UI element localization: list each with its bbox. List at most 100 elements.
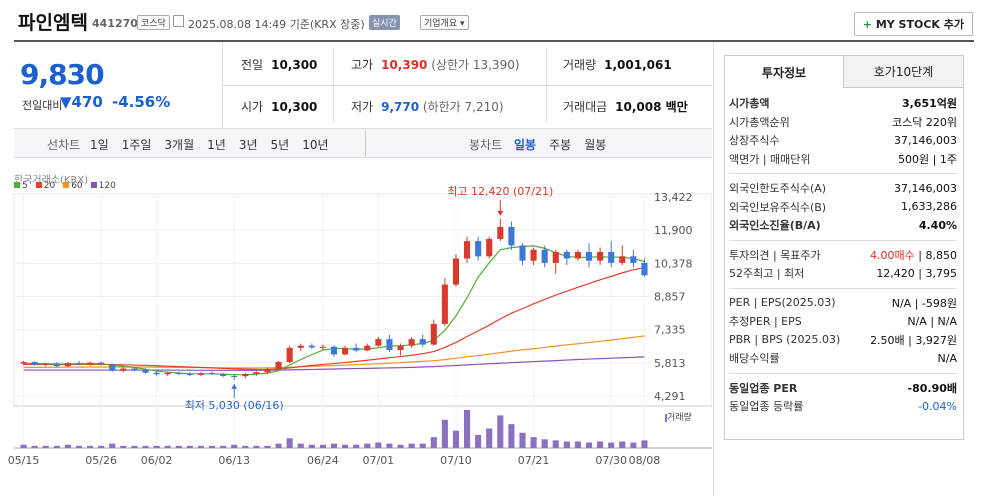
low-arrow-head bbox=[231, 383, 238, 389]
add-mystock-button[interactable]: + MY STOCK 추가 bbox=[853, 12, 973, 36]
x-tick-label: 05/15 bbox=[8, 454, 40, 467]
volume-bar bbox=[464, 410, 471, 448]
candle-body bbox=[375, 339, 382, 346]
candle-body bbox=[585, 251, 593, 261]
candle-body bbox=[386, 339, 393, 351]
volume-bar bbox=[552, 440, 559, 448]
y-tick-label: 8,857 bbox=[654, 290, 686, 303]
invest-row: 시가총액 3,651억원 bbox=[729, 97, 957, 111]
volume-bar bbox=[541, 439, 548, 448]
candle-body bbox=[486, 238, 493, 257]
period-bar bbox=[14, 128, 712, 158]
period-tab-6[interactable]: 10년 bbox=[302, 138, 329, 152]
current-price: 9,830 bbox=[20, 58, 105, 91]
ma-swatch bbox=[14, 182, 20, 188]
volume-bar bbox=[630, 442, 637, 448]
candle-body bbox=[31, 362, 38, 365]
volume-bar bbox=[231, 444, 238, 448]
volume-bar bbox=[164, 445, 171, 448]
volume-bar bbox=[275, 443, 282, 448]
volume-bar bbox=[475, 434, 482, 448]
period-tab-1[interactable]: 1주일 bbox=[121, 138, 152, 152]
volume-bar bbox=[75, 445, 83, 448]
corp-info-dropdown[interactable]: 기업개요 ▾ bbox=[420, 15, 469, 30]
volume-legend: 거래량 bbox=[665, 413, 692, 423]
volume-bar bbox=[419, 443, 426, 448]
period-tab-3[interactable]: 1년 bbox=[207, 138, 226, 152]
volume-bar bbox=[297, 443, 304, 448]
ma120-line bbox=[23, 356, 645, 371]
volume-bar bbox=[375, 442, 382, 448]
candle-body bbox=[186, 374, 193, 376]
invest-row: PBR | BPS (2025.03) 2.50배 | 3,927원 bbox=[729, 333, 957, 347]
invest-row: 동일업종 PER -80.90배 bbox=[729, 381, 957, 395]
tab-orderbook[interactable]: 호가10단계 bbox=[844, 55, 964, 88]
invest-row: 시가총액순위 코스닥 220위 bbox=[729, 115, 957, 129]
invest-row: 액면가 | 매매단위 500원 | 1주 bbox=[729, 152, 957, 166]
price-change: ▼470 bbox=[60, 93, 103, 111]
candle-body bbox=[53, 363, 60, 367]
volume-legend-swatch bbox=[665, 413, 667, 422]
x-tick-label: 06/24 bbox=[307, 454, 339, 467]
candle-body bbox=[20, 362, 27, 364]
x-tick-label: 06/02 bbox=[141, 454, 173, 467]
line-chart-label: 선차트 bbox=[47, 138, 81, 152]
period-tab-5[interactable]: 5년 bbox=[270, 138, 290, 152]
candle-body bbox=[64, 363, 71, 367]
volume-bar bbox=[197, 445, 204, 448]
volume-bar bbox=[574, 441, 581, 448]
candle-body bbox=[541, 249, 548, 263]
tab-invest-info[interactable]: 투자정보 bbox=[724, 55, 844, 88]
high-price: 고가 10,390 (상한가 13,390) bbox=[351, 58, 520, 72]
volume-bar bbox=[353, 444, 360, 448]
candle-body bbox=[519, 245, 526, 261]
trade-amount: 거래대금 10,008 백만 bbox=[563, 100, 688, 114]
volume-bar bbox=[98, 445, 105, 448]
period-tab-4[interactable]: 3년 bbox=[238, 138, 258, 152]
invest-row: PER | EPS(2025.03) N/A | -598원 bbox=[729, 296, 957, 310]
volume-bar bbox=[497, 415, 504, 448]
volume-bar bbox=[342, 444, 349, 448]
volume-bar bbox=[441, 419, 448, 448]
period-tab-2[interactable]: 3개월 bbox=[164, 138, 195, 152]
candle-tab-1[interactable]: 주봉 bbox=[549, 138, 572, 152]
period-tab-0[interactable]: 1일 bbox=[90, 138, 109, 152]
invest-row: 외국인소진율(B/A) 4.40% bbox=[729, 218, 957, 233]
volume-bar bbox=[186, 445, 193, 448]
volume-bar bbox=[397, 444, 404, 448]
volume-bar bbox=[175, 445, 182, 448]
ma-legend-item: 20 bbox=[35, 181, 55, 191]
prev-label: 전일대비 bbox=[22, 99, 63, 112]
x-tick-label: 08/08 bbox=[629, 454, 661, 467]
candle-body bbox=[87, 362, 94, 364]
volume-bar bbox=[319, 444, 326, 448]
y-tick-label: 5,813 bbox=[654, 357, 686, 370]
down-triangle-icon: ▼ bbox=[60, 93, 72, 111]
chevron-down-icon: ▾ bbox=[460, 19, 465, 29]
ma20-line bbox=[23, 267, 645, 371]
period-tabs: 1일 1주일 3개월 1년 3년 5년 10년 bbox=[90, 136, 329, 153]
ma-swatch bbox=[35, 182, 42, 188]
candle-body bbox=[563, 251, 570, 259]
x-tick-label: 07/01 bbox=[362, 454, 394, 467]
candle-tab-2[interactable]: 월봉 bbox=[584, 138, 607, 152]
x-tick-label: 05/26 bbox=[85, 454, 117, 467]
volume-bar bbox=[264, 445, 271, 448]
ma-legend: 5 20 60 120 bbox=[14, 181, 116, 191]
invest-row: 외국인한도주식수(A) 37,146,003 bbox=[729, 181, 957, 196]
candle-body bbox=[408, 339, 415, 346]
realtime-badge[interactable]: 실시간 bbox=[369, 15, 400, 30]
prev-close: 전일 10,300 bbox=[241, 58, 318, 72]
candle-body bbox=[120, 368, 127, 371]
candle-body bbox=[220, 374, 227, 376]
candle-body bbox=[164, 372, 171, 375]
candle-body bbox=[397, 345, 404, 351]
low-price: 저가 9,770 (하한가 7,210) bbox=[351, 100, 504, 114]
high-arrow-head bbox=[497, 210, 504, 216]
candle-tab-0[interactable]: 일봉 bbox=[514, 138, 537, 152]
candle-body bbox=[208, 373, 216, 375]
candle-body bbox=[197, 373, 204, 375]
invest-row: 상장주식수 37,146,003 bbox=[729, 133, 957, 148]
volume-bar bbox=[253, 445, 260, 448]
price-chart[interactable]: 13,422 11,900 10,378 8,857 7,335 5,813 4,291 05… bbox=[0, 0, 712, 496]
